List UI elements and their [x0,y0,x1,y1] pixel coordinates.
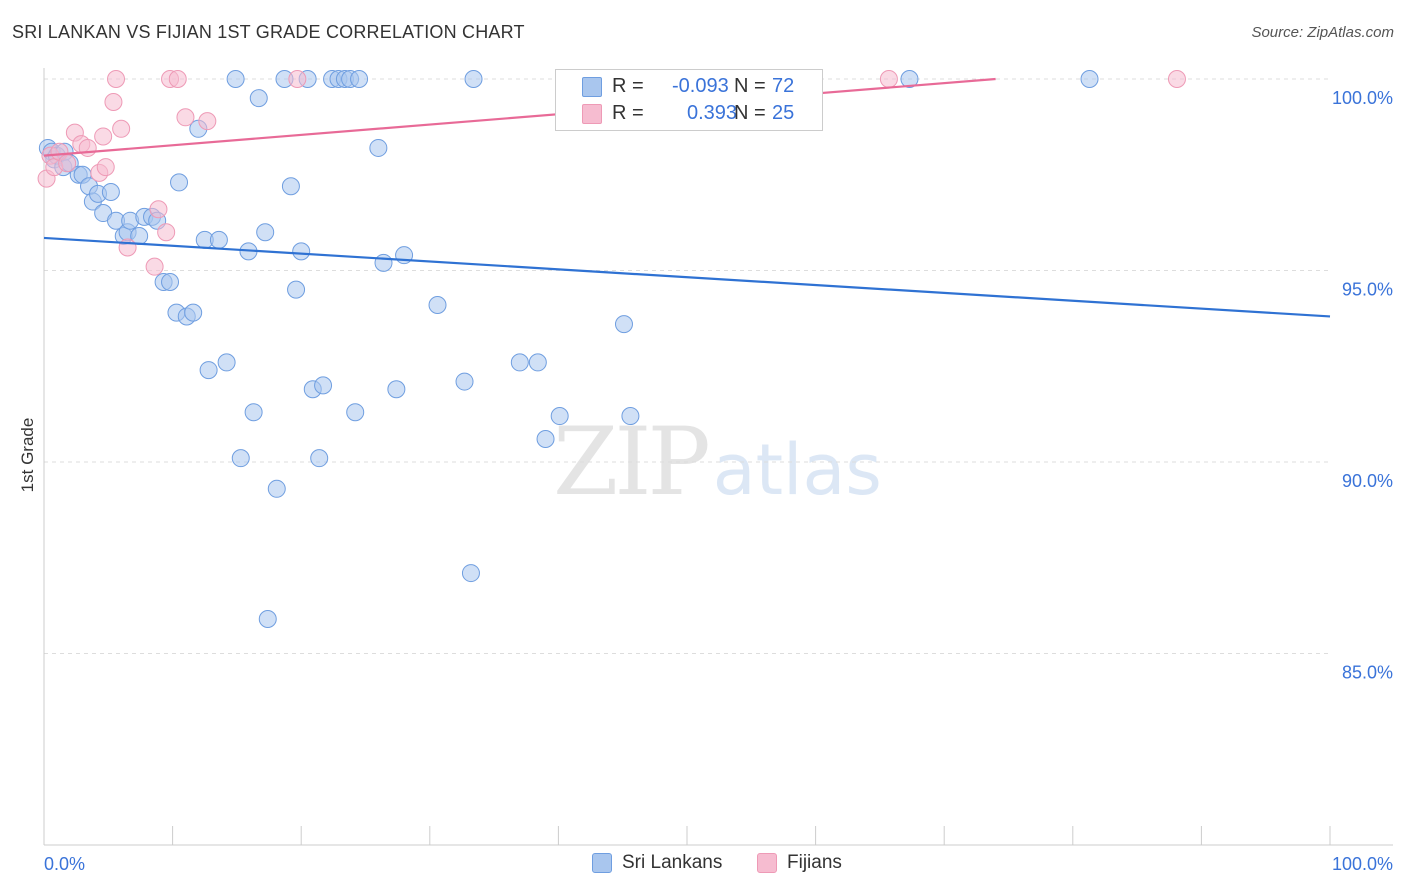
sri-lankan-point [209,230,228,249]
sri-lankan-point [249,89,268,108]
n-value: 72 [772,75,795,97]
y-tick-label: 100.0% [1332,88,1393,108]
fijian-point [1167,70,1186,88]
sri-lankan-point [226,70,245,88]
sri-lankan-point [314,376,333,395]
r-label: R = [612,75,644,97]
chart-title: SRI LANKAN VS FIJIAN 1ST GRADE CORRELATI… [12,22,525,42]
fijian-point [94,127,113,146]
sri-lankan-point [292,242,311,261]
sri-lankan-point [510,353,529,372]
n-label: N = [734,75,766,97]
sri-lankan-point [1080,70,1099,88]
fijian-point [176,108,195,127]
fijian-point [168,70,187,88]
legend-label: Sri Lankans [622,852,723,873]
sri-lankan-point [900,70,919,88]
y-axis-title: 1st Grade [18,418,37,493]
legend-swatch-pink [757,853,777,873]
fijian-point [157,223,176,242]
sri-lankan-point [287,280,306,299]
legend-swatch-pink [582,104,602,124]
sri-lankan-point [256,223,275,242]
fijian-point [879,70,898,88]
r-value: -0.093 [672,75,729,97]
sri-lankan-point [101,182,120,201]
fijian-trend-line [43,77,996,157]
sri-lankan-point [374,253,393,272]
r-label: R = [612,102,644,124]
y-tick-label: 90.0% [1342,471,1393,491]
fijian-point [198,112,217,131]
fijian-point [288,70,307,88]
sri-lankan-point [281,177,300,196]
x-tick-label: 100.0% [1332,854,1393,874]
y-tick-label: 85.0% [1342,663,1393,683]
sri-lankan-point [258,610,277,629]
sri-lankan-trend-line [43,236,1331,318]
sri-lankan-point [369,138,388,157]
watermark-atlas: atlas [712,429,882,511]
sri-lankan-point [464,70,483,88]
sri-lankan-point [528,353,547,372]
stats-legend: R = -0.093 N = 72 R = 0.393 N = 25 [555,69,823,131]
sri-lankan-point [310,449,329,468]
fijian-point [118,238,137,257]
fijian-point [104,92,123,111]
sri-lankan-point [536,430,555,449]
sri-lankan-point [461,564,480,583]
fijian-point [107,70,126,88]
n-label: N = [734,102,766,124]
sri-lankan-point [346,403,365,422]
r-value: 0.393 [687,102,738,124]
fijian-point [78,138,97,157]
sri-lankan-point [199,361,218,380]
legend-label: Fijians [787,852,842,873]
fijian-point [96,158,115,177]
sri-lankan-point [184,303,203,322]
y-tick-label: 95.0% [1342,280,1393,300]
sri-lankan-point [217,353,236,372]
sri-lankan-point [244,403,263,422]
x-tick-label: 0.0% [44,854,85,874]
sri-lankan-point [621,407,640,426]
sri-lankan-point [387,380,406,399]
fijian-point [58,154,77,173]
sri-lankan-point [428,295,447,314]
fijian-point [149,200,168,219]
fijian-point [112,119,131,138]
legend-swatch-blue [582,77,602,97]
sri-lankan-point [170,173,189,192]
sri-lankan-point [614,315,633,334]
legend-swatch-blue [592,853,612,873]
fijian-point [145,257,164,276]
sri-lankan-point [350,70,369,88]
sri-lankan-point [550,407,569,426]
n-value: 25 [772,102,795,124]
sri-lankan-point [161,272,180,291]
watermark: ZIPatlas [553,408,882,517]
sri-lankan-point [455,372,474,391]
source-label: Source: ZipAtlas.com [1251,24,1394,41]
sri-lankan-point [231,449,250,468]
sri-lankan-point [267,479,286,498]
